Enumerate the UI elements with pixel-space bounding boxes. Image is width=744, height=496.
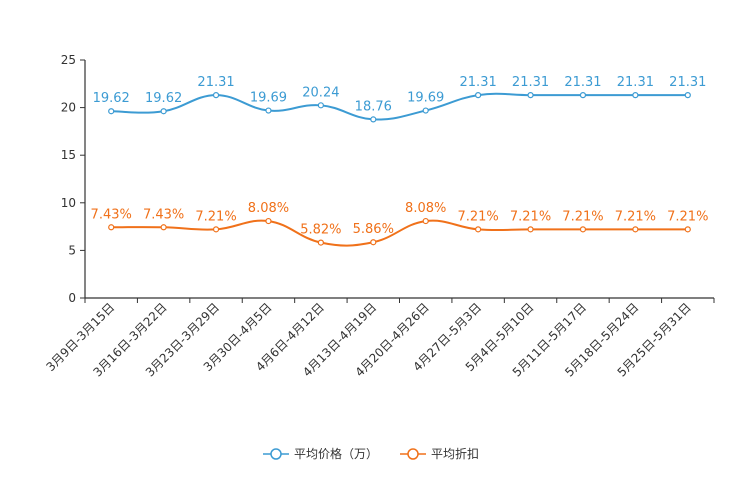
data-point-1-10[interactable] [632,226,639,233]
data-label-1-11: 7.21% [667,209,708,224]
data-point-1-11[interactable] [684,226,691,233]
data-point-0-5[interactable] [370,116,377,123]
data-label-0-4: 20.24 [302,85,339,100]
data-point-0-1[interactable] [160,108,167,115]
data-label-0-0: 19.62 [93,91,130,106]
data-label-0-7: 21.31 [460,75,497,90]
data-label-1-0: 7.43% [91,207,132,222]
data-point-1-8[interactable] [527,226,534,233]
data-label-1-8: 7.21% [510,209,551,224]
data-point-0-0[interactable] [108,108,115,115]
data-point-1-9[interactable] [579,226,587,233]
series-line-1 [111,219,688,247]
data-point-0-6[interactable] [422,107,429,114]
data-point-0-8[interactable] [527,92,534,99]
data-label-1-2: 7.21% [195,209,236,224]
data-label-1-6: 8.08% [405,201,446,216]
data-point-0-11[interactable] [684,92,691,99]
data-label-0-10: 21.31 [617,75,654,90]
data-labels: 19.62 19.62 21.31 19.69 20.24 18.76 19.69 21.31… [91,75,709,237]
data-label-0-9: 21.31 [564,75,601,90]
data-point-0-7[interactable] [475,92,482,99]
series-layer [108,92,691,247]
legend[interactable]: 平均价格（万） 平均折扣 [263,446,479,461]
data-label-0-8: 21.31 [512,75,549,90]
data-label-0-3: 19.69 [250,91,287,106]
data-point-1-0[interactable] [108,224,115,231]
data-label-1-5: 5.86% [353,222,394,237]
data-point-1-4[interactable] [317,239,324,246]
data-label-0-2: 21.31 [197,75,234,90]
data-point-1-3[interactable] [265,217,272,225]
data-point-0-4[interactable] [317,102,324,109]
legend-marker-icon [407,448,419,460]
y-tick-label: 25 [61,53,76,67]
legend-item-0[interactable]: 平均价格（万） [263,446,378,461]
data-label-1-4: 5.82% [300,223,341,238]
data-label-0-6: 19.69 [407,91,444,106]
series-line-0 [111,92,688,121]
data-label-1-10: 7.21% [615,209,656,224]
data-point-1-1[interactable] [160,224,167,231]
data-point-0-10[interactable] [632,92,639,99]
legend-label: 平均折扣 [431,446,479,461]
legend-label: 平均价格（万） [294,446,378,461]
data-point-1-2[interactable] [212,226,220,233]
data-point-1-7[interactable] [475,226,482,233]
y-tick-label: 5 [68,243,76,257]
data-point-1-5[interactable] [370,239,377,246]
data-point-0-2[interactable] [212,92,220,99]
data-label-1-7: 7.21% [457,209,498,224]
y-tick-label: 15 [61,148,76,162]
legend-item-1[interactable]: 平均折扣 [400,446,479,461]
data-point-0-9[interactable] [579,92,587,99]
data-label-0-11: 21.31 [669,75,706,90]
data-point-0-3[interactable] [265,107,272,114]
y-tick-label: 0 [68,291,76,305]
data-label-1-1: 7.43% [143,207,184,222]
data-label-1-3: 8.08% [248,201,289,216]
data-label-0-1: 19.62 [145,91,182,106]
data-label-0-5: 18.76 [355,99,392,114]
data-label-1-9: 7.21% [562,209,603,224]
data-point-1-6[interactable] [422,217,429,225]
legend-marker-icon [270,448,282,460]
y-tick-label: 10 [61,196,76,210]
y-tick-label: 20 [61,101,76,115]
